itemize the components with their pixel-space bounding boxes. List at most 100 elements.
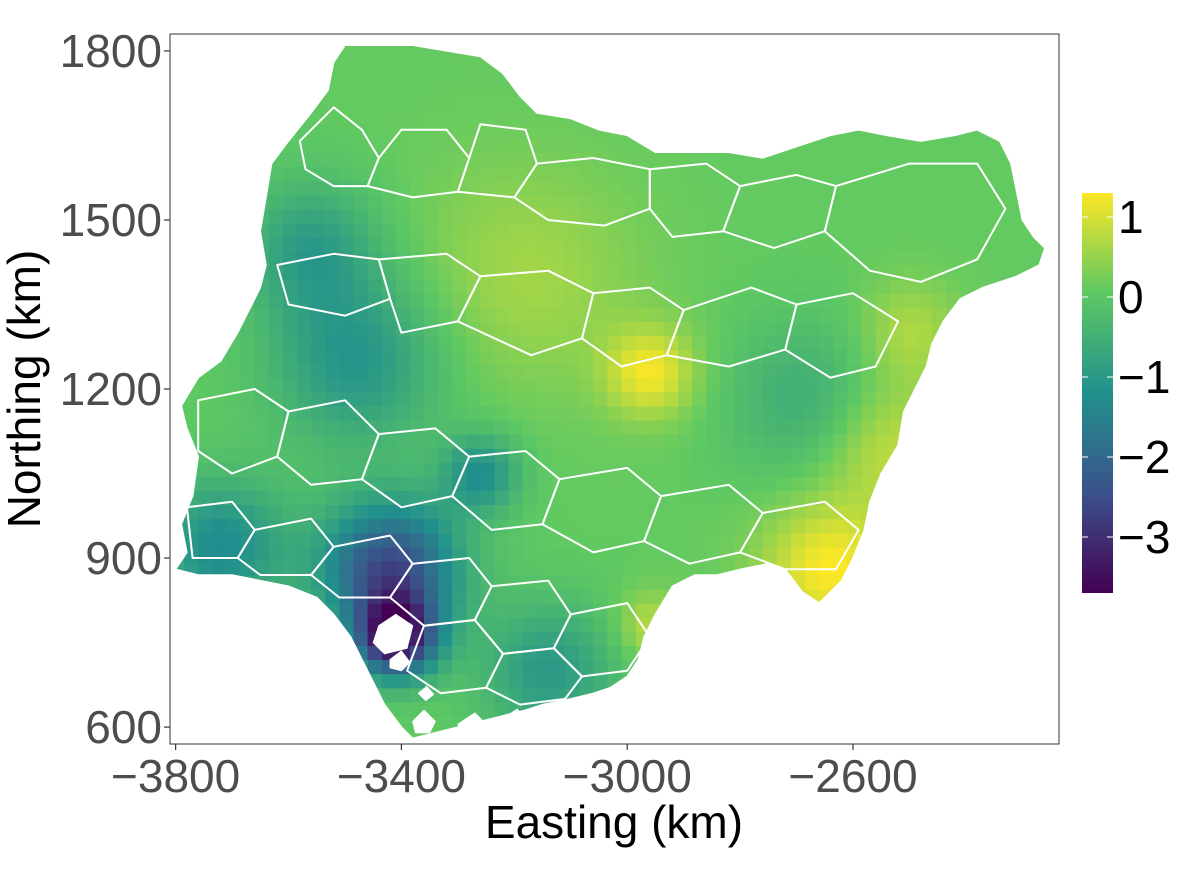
- raster-cell: [395, 138, 411, 153]
- raster-cell: [692, 377, 707, 393]
- raster-cell: [692, 518, 707, 534]
- raster-cell: [409, 673, 425, 689]
- raster-cell: [311, 434, 326, 449]
- raster-cell: [833, 321, 848, 337]
- raster-cell: [480, 659, 496, 675]
- raster-cell: [466, 687, 481, 703]
- raster-cell: [282, 166, 298, 182]
- raster-cell: [706, 208, 721, 224]
- raster-cell: [635, 377, 651, 393]
- raster-cell: [960, 152, 975, 167]
- raster-cell: [748, 391, 764, 407]
- raster-cell: [395, 575, 411, 590]
- raster-cell: [847, 335, 862, 351]
- colorbar-tick-label: −2: [1118, 431, 1170, 483]
- raster-cell: [565, 279, 580, 294]
- raster-cell: [466, 659, 481, 675]
- raster-cell: [903, 166, 919, 182]
- raster-cell: [762, 490, 778, 506]
- raster-cell: [268, 279, 284, 294]
- raster-cell: [819, 462, 834, 477]
- raster-cell: [339, 363, 354, 379]
- raster-cell: [663, 462, 679, 477]
- raster-cell: [551, 391, 566, 407]
- raster-cell: [776, 321, 792, 337]
- raster-cell: [819, 363, 834, 379]
- raster-cell: [508, 307, 524, 322]
- raster-cell: [466, 631, 481, 646]
- raster-cell: [607, 250, 623, 266]
- raster-cell: [536, 194, 552, 210]
- raster-cell: [692, 476, 707, 491]
- raster-cell: [353, 420, 369, 435]
- raster-cell: [395, 45, 411, 55]
- raster-cell: [452, 53, 467, 69]
- raster-cell: [649, 152, 665, 167]
- raster-cell: [297, 448, 312, 463]
- raster-cell: [297, 420, 312, 435]
- raster-cell: [480, 434, 496, 449]
- raster-cell: [861, 279, 877, 294]
- raster-cell: [649, 448, 665, 463]
- raster-cell: [551, 265, 566, 280]
- raster-cell: [805, 575, 820, 590]
- raster-cell: [409, 504, 425, 520]
- raster-cell: [536, 645, 552, 661]
- raster-cell: [268, 180, 284, 196]
- raster-cell: [367, 194, 383, 210]
- raster-cell: [776, 391, 792, 407]
- raster-cell: [480, 420, 496, 435]
- raster-cell: [748, 307, 764, 322]
- raster-cell: [621, 631, 637, 646]
- raster-cell: [198, 434, 213, 449]
- raster-cell: [1016, 236, 1032, 252]
- raster-cell: [367, 67, 383, 83]
- raster-cell: [805, 532, 820, 548]
- raster-cell: [861, 349, 877, 365]
- raster-cell: [579, 645, 594, 661]
- raster-cell: [297, 462, 312, 477]
- raster-cell: [734, 448, 750, 463]
- raster-cell: [494, 377, 510, 393]
- raster-cell: [833, 434, 848, 449]
- raster-cell: [621, 645, 637, 661]
- raster-cell: [480, 138, 496, 153]
- raster-cell: [734, 293, 750, 308]
- raster-cell: [551, 575, 566, 590]
- raster-cell: [339, 53, 354, 69]
- raster-cell: [692, 180, 707, 196]
- raster-cell: [565, 560, 580, 576]
- raster-cell: [212, 377, 227, 393]
- raster-cell: [706, 335, 721, 351]
- raster-cell: [494, 603, 510, 618]
- y-tick-label: 1800: [60, 25, 162, 77]
- raster-cell: [395, 490, 411, 506]
- raster-cell: [579, 631, 594, 646]
- raster-cell: [311, 405, 326, 421]
- raster-cell: [325, 208, 340, 224]
- raster-cell: [776, 420, 792, 435]
- raster-cell: [621, 377, 637, 393]
- raster-cell: [551, 420, 566, 435]
- raster-cell: [452, 434, 467, 449]
- raster-cell: [198, 504, 213, 520]
- raster-cell: [790, 152, 806, 167]
- raster-cell: [339, 321, 354, 337]
- raster-cell: [607, 180, 623, 196]
- raster-cell: [240, 490, 256, 506]
- raster-cell: [424, 377, 439, 393]
- raster-cell: [409, 265, 425, 280]
- raster-cell: [438, 81, 453, 97]
- raster-cell: [339, 194, 354, 210]
- raster-cell: [917, 335, 933, 351]
- raster-cell: [776, 265, 792, 280]
- raster-cell: [819, 391, 834, 407]
- raster-cell: [565, 250, 580, 266]
- raster-cell: [268, 166, 284, 182]
- raster-cell: [960, 265, 975, 280]
- water-body: [502, 708, 530, 731]
- raster-cell: [367, 81, 383, 97]
- raster-cell: [424, 434, 439, 449]
- raster-cell: [424, 420, 439, 435]
- raster-cell: [805, 391, 820, 407]
